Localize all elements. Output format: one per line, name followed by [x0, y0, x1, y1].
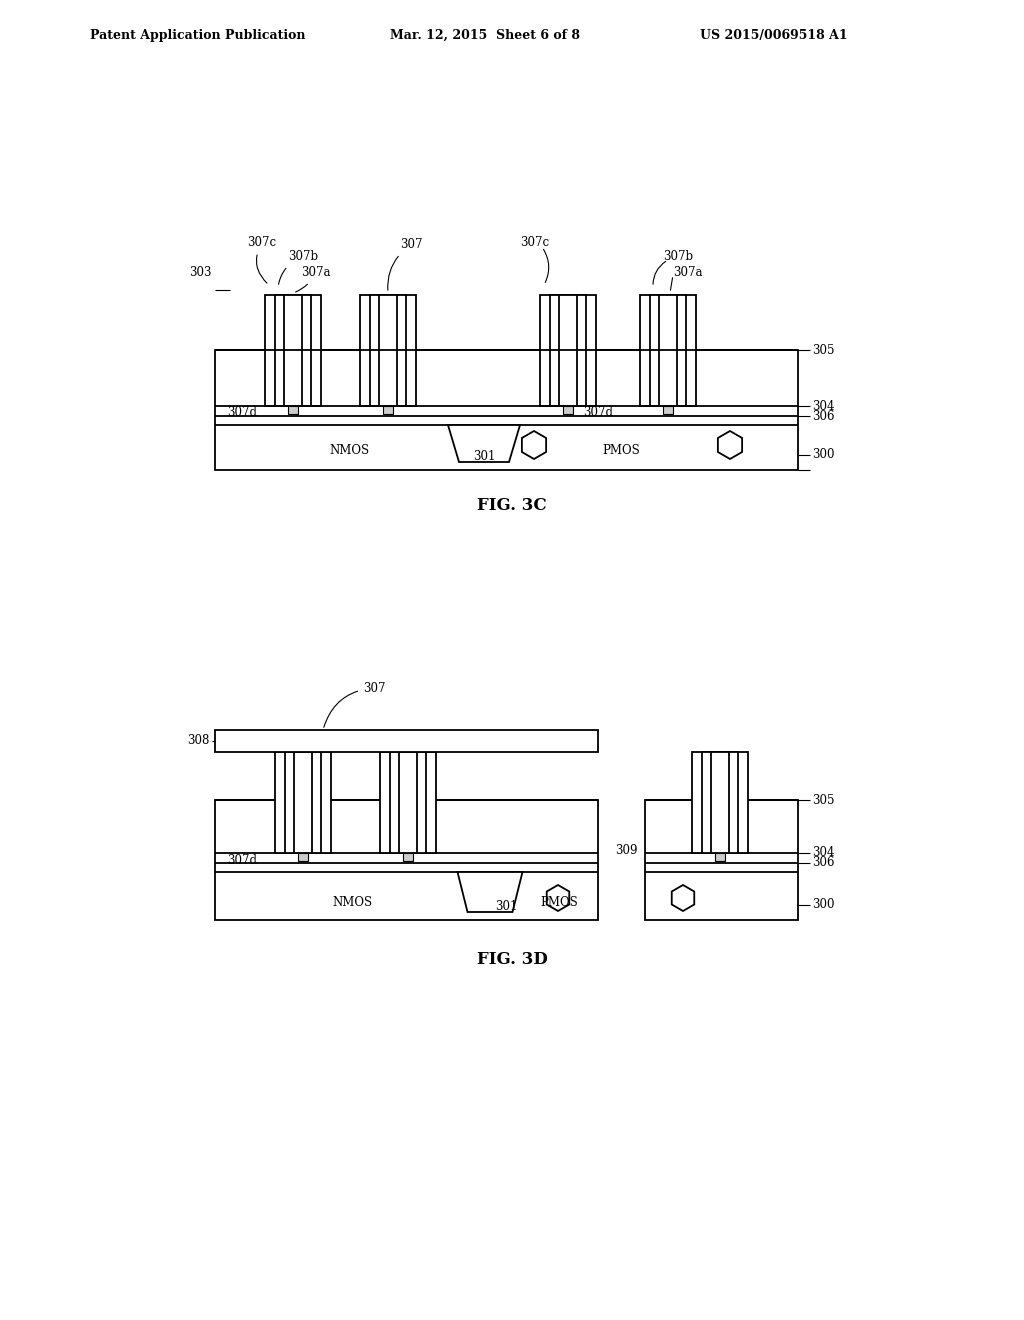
Text: 307c: 307c	[520, 236, 549, 249]
Bar	[559, 294, 577, 407]
Text: NMOS: NMOS	[333, 895, 373, 908]
Polygon shape	[449, 425, 520, 462]
Polygon shape	[547, 884, 569, 911]
Polygon shape	[718, 432, 742, 459]
Text: 307a: 307a	[673, 267, 702, 280]
Text: PMOS: PMOS	[602, 444, 640, 457]
Text: 305: 305	[812, 343, 835, 356]
Text: Patent Application Publication: Patent Application Publication	[90, 29, 305, 41]
Bar	[265, 294, 321, 407]
Bar	[285, 752, 321, 853]
Text: 307: 307	[324, 681, 385, 727]
Bar	[370, 294, 406, 407]
Text: 300: 300	[812, 899, 835, 912]
Text: 307d: 307d	[227, 407, 257, 420]
Bar	[215, 350, 798, 470]
Bar	[692, 752, 748, 853]
Text: 304: 304	[812, 846, 835, 859]
Bar	[275, 294, 311, 407]
Text: 308: 308	[187, 734, 210, 747]
Bar	[275, 752, 331, 853]
Bar	[659, 294, 677, 407]
Bar	[399, 752, 417, 853]
Text: 306: 306	[812, 409, 835, 422]
Bar	[390, 752, 426, 853]
Polygon shape	[522, 432, 546, 459]
Text: PMOS: PMOS	[540, 895, 578, 908]
Bar	[711, 752, 729, 853]
Bar	[298, 853, 308, 861]
Bar	[379, 294, 397, 407]
Polygon shape	[458, 873, 522, 912]
Text: 301: 301	[473, 450, 496, 463]
Bar	[288, 407, 298, 414]
Text: 307a: 307a	[296, 267, 331, 292]
Bar	[360, 294, 416, 407]
Bar	[215, 730, 598, 752]
Text: FIG. 3D: FIG. 3D	[476, 952, 548, 969]
Text: 307: 307	[388, 239, 423, 290]
Bar	[540, 294, 596, 407]
Text: 307d: 307d	[227, 854, 257, 866]
Bar	[715, 853, 725, 861]
Text: NMOS: NMOS	[330, 444, 370, 457]
Text: 305: 305	[812, 793, 835, 807]
Bar	[640, 294, 696, 407]
Text: 306: 306	[812, 857, 835, 870]
Text: 309: 309	[615, 845, 638, 858]
Text: 307c: 307c	[247, 236, 276, 282]
Text: 304: 304	[812, 400, 835, 412]
Bar	[702, 752, 738, 853]
Bar	[403, 853, 413, 861]
Polygon shape	[672, 884, 694, 911]
Text: US 2015/0069518 A1: US 2015/0069518 A1	[700, 29, 848, 41]
Text: 303: 303	[189, 267, 212, 280]
Bar	[663, 407, 673, 414]
Bar	[563, 407, 573, 414]
Text: 307b: 307b	[663, 251, 693, 264]
Text: Mar. 12, 2015  Sheet 6 of 8: Mar. 12, 2015 Sheet 6 of 8	[390, 29, 580, 41]
Text: 307b: 307b	[279, 251, 318, 284]
Bar	[383, 407, 393, 414]
Bar	[650, 294, 686, 407]
Bar	[645, 800, 798, 920]
Text: 301: 301	[495, 900, 517, 913]
Bar	[215, 800, 598, 920]
Text: 300: 300	[812, 449, 835, 462]
Bar	[550, 294, 586, 407]
Text: FIG. 3C: FIG. 3C	[477, 496, 547, 513]
Text: 307d: 307d	[583, 407, 613, 420]
Bar	[284, 294, 302, 407]
Bar	[294, 752, 312, 853]
Bar	[380, 752, 436, 853]
